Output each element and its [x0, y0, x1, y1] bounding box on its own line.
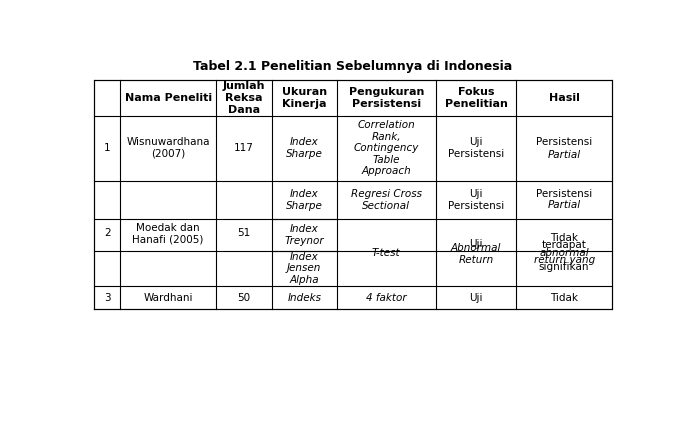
Text: Wardhani: Wardhani — [143, 293, 193, 302]
Text: Uji
Persistensi: Uji Persistensi — [448, 137, 504, 159]
Text: Uji: Uji — [469, 293, 483, 302]
Text: Indeks: Indeks — [287, 293, 321, 302]
Text: Abnormal
Return: Abnormal Return — [451, 243, 501, 265]
Text: Partial: Partial — [548, 201, 581, 210]
Text: T-test: T-test — [372, 247, 400, 258]
Text: 50: 50 — [237, 293, 251, 302]
Text: 117: 117 — [234, 143, 254, 153]
Text: Index
Jensen
Alpha: Index Jensen Alpha — [287, 252, 321, 285]
Text: Correlation
Rank,
Contingency
Table
Approach: Correlation Rank, Contingency Table Appr… — [353, 120, 419, 176]
Text: 1: 1 — [104, 143, 110, 153]
Text: Uji: Uji — [469, 239, 483, 249]
Text: Tabel 2.1 Penelitian Sebelumnya di Indonesia: Tabel 2.1 Penelitian Sebelumnya di Indon… — [194, 60, 513, 73]
Text: 3: 3 — [104, 293, 110, 302]
Text: Partial: Partial — [548, 150, 581, 160]
Text: Pengukuran
Persistensi: Pengukuran Persistensi — [349, 87, 424, 109]
Text: Ukuran
Kinerja: Ukuran Kinerja — [282, 87, 327, 109]
Text: 2: 2 — [104, 228, 110, 238]
Text: Uji
Persistensi: Uji Persistensi — [448, 189, 504, 211]
Text: Index
Treynor: Index Treynor — [285, 224, 324, 246]
Text: signifikan: signifikan — [539, 262, 589, 272]
Text: Jumlah
Reksa
Dana: Jumlah Reksa Dana — [223, 82, 265, 115]
Text: 4 faktor: 4 faktor — [366, 293, 407, 302]
Text: Index
Sharpe: Index Sharpe — [286, 137, 322, 159]
Text: Regresi Cross
Sectional: Regresi Cross Sectional — [351, 189, 422, 211]
Text: terdapat: terdapat — [542, 240, 586, 250]
Text: abnormal: abnormal — [539, 247, 589, 258]
Text: Moedak dan
Hanafi (2005): Moedak dan Hanafi (2005) — [132, 223, 204, 244]
Text: Hasil: Hasil — [548, 93, 579, 103]
Text: 51: 51 — [237, 228, 251, 238]
Text: Persistensi: Persistensi — [536, 189, 593, 199]
Text: Nama Peneliti: Nama Peneliti — [125, 93, 212, 103]
Text: return yang: return yang — [533, 255, 595, 265]
Text: Tidak: Tidak — [550, 293, 578, 302]
Text: Wisnuwardhana
(2007): Wisnuwardhana (2007) — [126, 137, 210, 159]
Text: Tidak: Tidak — [550, 233, 578, 243]
Text: Index
Sharpe: Index Sharpe — [286, 189, 322, 211]
Text: Fokus
Penelitian: Fokus Penelitian — [444, 87, 507, 109]
Text: Persistensi: Persistensi — [536, 137, 593, 147]
